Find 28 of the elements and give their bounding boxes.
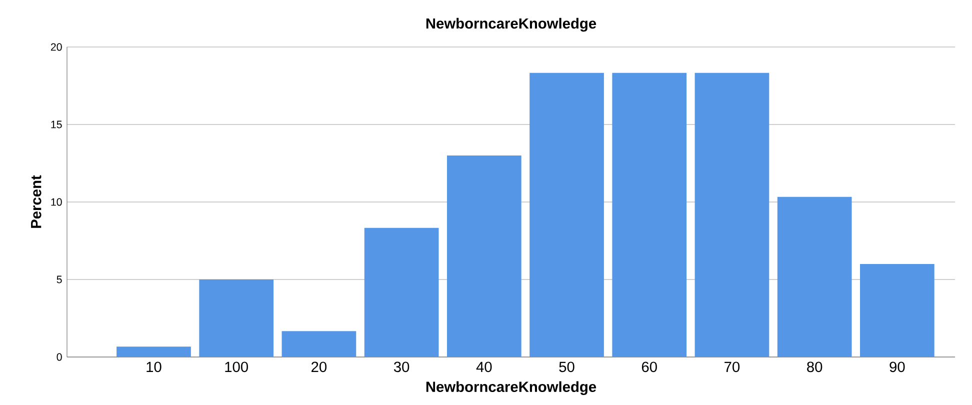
bar [777, 196, 852, 357]
bar [116, 346, 191, 357]
bar [446, 156, 522, 357]
y-tick-label: 15 [51, 120, 62, 128]
bar [530, 72, 604, 357]
x-tick-label: 70 [724, 362, 740, 372]
bar [199, 280, 274, 357]
x-tick-label: 100 [225, 362, 248, 372]
y-tick-label: 10 [51, 198, 62, 206]
bar [282, 331, 356, 357]
y-tick-label: 20 [50, 43, 62, 51]
bar [860, 264, 934, 357]
x-tick-label: 20 [312, 362, 327, 372]
chart-title: NewborncareKnowledge [426, 18, 596, 32]
bar [694, 72, 770, 357]
x-tick-label: 40 [476, 362, 492, 372]
x-tick-label: 50 [559, 362, 574, 372]
x-axis-title: NewborncareKnowledge [426, 381, 596, 395]
x-tick-label: 90 [890, 362, 905, 372]
x-tick-label: 30 [394, 362, 410, 372]
bar [364, 228, 439, 357]
y-axis-title: Percent [31, 175, 42, 228]
x-tick-label: 10 [146, 362, 162, 372]
x-tick-label: 80 [807, 362, 822, 372]
y-tick-label: 0 [56, 353, 62, 361]
bar [612, 72, 687, 357]
x-tick-label: 60 [642, 362, 657, 372]
y-tick-label: 5 [56, 276, 62, 284]
